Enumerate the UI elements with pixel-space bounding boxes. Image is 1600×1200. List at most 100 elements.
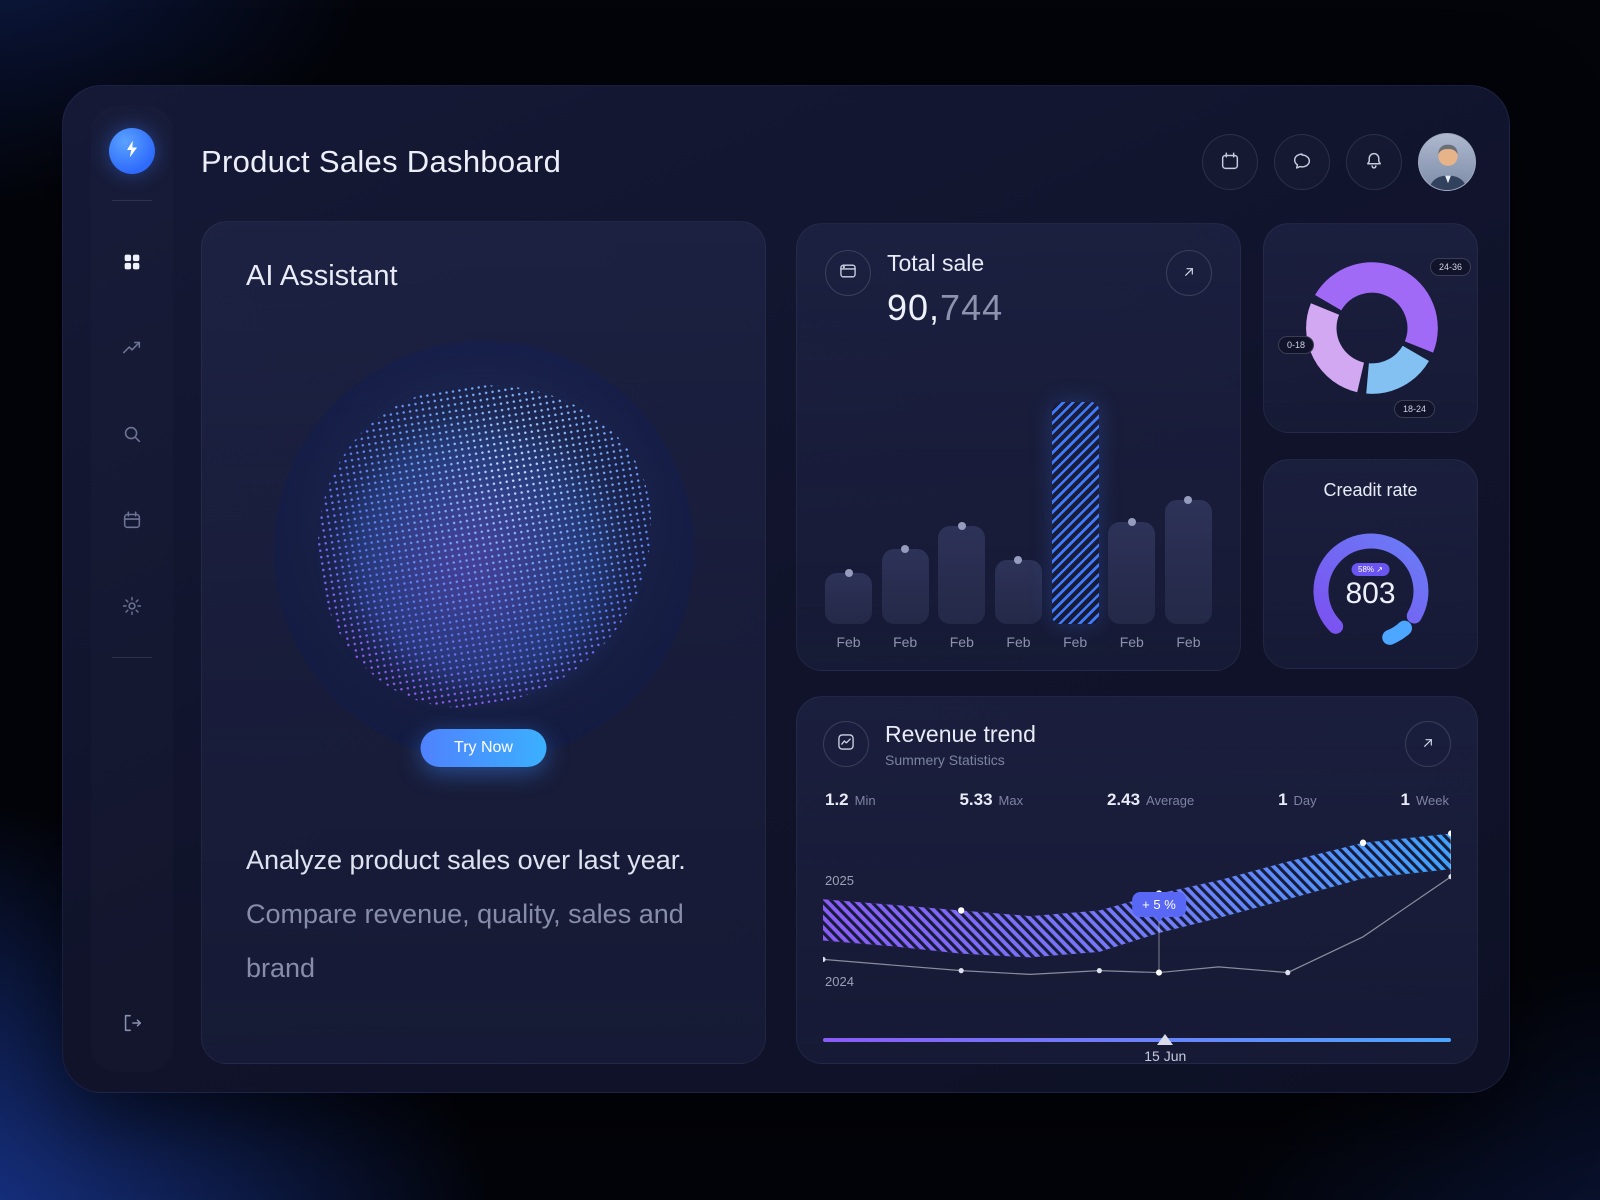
revenue-trend-header: Revenue trend Summery Statistics (823, 721, 1451, 768)
bar-top-dot (1127, 518, 1136, 526)
header-messages-button[interactable] (1274, 134, 1330, 190)
total-sale-texts: Total sale 90,744 (887, 250, 1003, 329)
stat-min-label: Min (854, 793, 876, 808)
bar-label: Feb (1176, 634, 1201, 650)
credit-gauge: 58% ↗ 803 (1291, 511, 1451, 661)
bar-top-dot (1014, 556, 1023, 564)
bar-label: Feb (836, 634, 861, 650)
total-sale-title: Total sale (887, 250, 985, 276)
arrow-up-right-icon (1420, 735, 1436, 754)
stat-min: 1.2 Min (825, 790, 876, 810)
total-sale-icon-ring (825, 250, 871, 296)
bar-column[interactable]: Feb (1051, 402, 1099, 650)
bar[interactable] (1108, 518, 1156, 624)
logout-button[interactable] (110, 1002, 154, 1046)
bar-column[interactable]: Feb (1108, 518, 1156, 650)
sidebar-divider (112, 200, 152, 201)
bar-column[interactable]: Feb (994, 556, 1042, 650)
sidebar-item-settings[interactable] (110, 585, 154, 629)
revenue-plot-layers (823, 830, 1451, 976)
series-label-2024: 2024 (825, 974, 854, 990)
header-calendar-button[interactable] (1202, 134, 1258, 190)
age-donut-wrap: 24-36 0-18 18-24 (1264, 224, 1477, 432)
credit-gauge-arc[interactable] (1291, 511, 1451, 661)
stat-day-value: 1 (1278, 790, 1288, 809)
ai-description-muted: Compare revenue, quality, sales and bran… (246, 899, 684, 983)
sidebar-item-search[interactable] (110, 413, 154, 457)
bar[interactable] (938, 522, 986, 624)
try-now-button[interactable]: Try Now (420, 729, 547, 767)
revenue-icon-ring (823, 721, 869, 767)
bar[interactable] (1164, 496, 1212, 624)
header-notifications-button[interactable] (1346, 134, 1402, 190)
sidebar-item-analytics[interactable] (110, 327, 154, 371)
header: Product Sales Dashboard (201, 116, 1476, 208)
donut-label-18-24: 18-24 (1393, 400, 1435, 418)
user-avatar[interactable] (1418, 133, 1476, 191)
arrow-up-right-icon (1181, 264, 1197, 283)
credit-rate-value: 803 (1345, 577, 1396, 610)
dashboard-grid-icon (121, 251, 143, 276)
total-sale-expand-button[interactable] (1166, 250, 1212, 296)
age-donut-card: 24-36 0-18 18-24 (1263, 223, 1478, 433)
bar-top-dot (1184, 496, 1193, 504)
stat-min-value: 1.2 (825, 790, 849, 809)
bar[interactable] (825, 569, 872, 624)
bar-column[interactable]: Feb (881, 545, 929, 650)
bar-highlighted[interactable] (1051, 402, 1099, 624)
bar-column[interactable]: Feb (825, 569, 872, 650)
revenue-stats-row: 1.2 Min 5.33 Max 2.43 Average 1 Day 1 Week (823, 790, 1451, 810)
credit-rate-title: Creadit rate (1323, 480, 1418, 500)
sidebar (91, 106, 173, 1072)
bar-column[interactable]: Feb (1164, 496, 1212, 650)
revenue-chart-svg[interactable] (823, 824, 1451, 1012)
timeline-handle[interactable] (1157, 1034, 1174, 1045)
sidebar-item-calendar[interactable] (110, 499, 154, 543)
revenue-expand-button[interactable] (1405, 721, 1451, 767)
particle-sphere (294, 360, 677, 728)
trend-icon (121, 337, 143, 362)
revenue-trend-subtitle: Summery Statistics (885, 752, 1005, 768)
stat-week-label: Week (1415, 793, 1449, 808)
bar[interactable] (881, 545, 929, 624)
stat-average-value: 2.43 (1106, 790, 1141, 809)
stat-week[interactable]: 1 Week (1401, 790, 1449, 810)
revenue-trend-card: Revenue trend Summery Statistics 1.2 Min … (796, 696, 1478, 1064)
bar[interactable] (994, 556, 1042, 624)
stat-day[interactable]: 1 Day (1278, 790, 1317, 810)
sale-window-icon (838, 261, 858, 286)
bar-label: Feb (949, 634, 974, 650)
age-donut-chart[interactable] (1296, 252, 1448, 404)
bar-top-dot (901, 545, 910, 553)
ai-assistant-title: AI Assistant (246, 260, 398, 292)
donut-label-24-36: 24-36 (1429, 258, 1471, 276)
ai-description: Analyze product sales over last year. Co… (246, 833, 721, 995)
revenue-tooltip: + 5 % (1132, 891, 1186, 917)
bar-label: Feb (893, 634, 918, 650)
total-sale-bar-chart: Feb Feb Feb Feb Feb Feb Feb (825, 388, 1212, 650)
sidebar-item-dashboard[interactable] (110, 241, 154, 285)
app-logo[interactable] (109, 128, 155, 174)
bar-column[interactable]: Feb (938, 522, 986, 650)
total-sale-value: 90,744 (887, 287, 1003, 329)
stat-max: 5.33 Max (959, 790, 1023, 810)
timeline-track[interactable] (823, 1034, 1451, 1045)
settings-gear-icon (121, 595, 143, 620)
total-sale-card: Total sale 90,744 Feb Feb Feb Feb Feb Feb Feb (796, 223, 1241, 671)
stat-average: 2.43 Average (1107, 790, 1194, 810)
bar-top-dot (957, 522, 966, 530)
total-sale-value-secondary: 744 (940, 287, 1004, 328)
logout-icon (121, 1012, 143, 1037)
chat-bubble-icon (1291, 150, 1313, 175)
bell-icon (1363, 150, 1385, 175)
series-label-2025: 2025 (825, 872, 854, 888)
stat-max-value: 5.33 (959, 790, 993, 809)
revenue-trend-title: Revenue trend (885, 721, 1036, 747)
bar-top-dot (844, 569, 853, 577)
credit-rate-badge: 58% ↗ (1351, 563, 1390, 576)
bolt-icon (122, 139, 142, 164)
stat-week-value: 1 (1400, 790, 1410, 809)
search-icon (121, 423, 143, 448)
calendar-icon (1219, 150, 1241, 175)
ai-sphere-visual: Try Now (273, 341, 694, 767)
